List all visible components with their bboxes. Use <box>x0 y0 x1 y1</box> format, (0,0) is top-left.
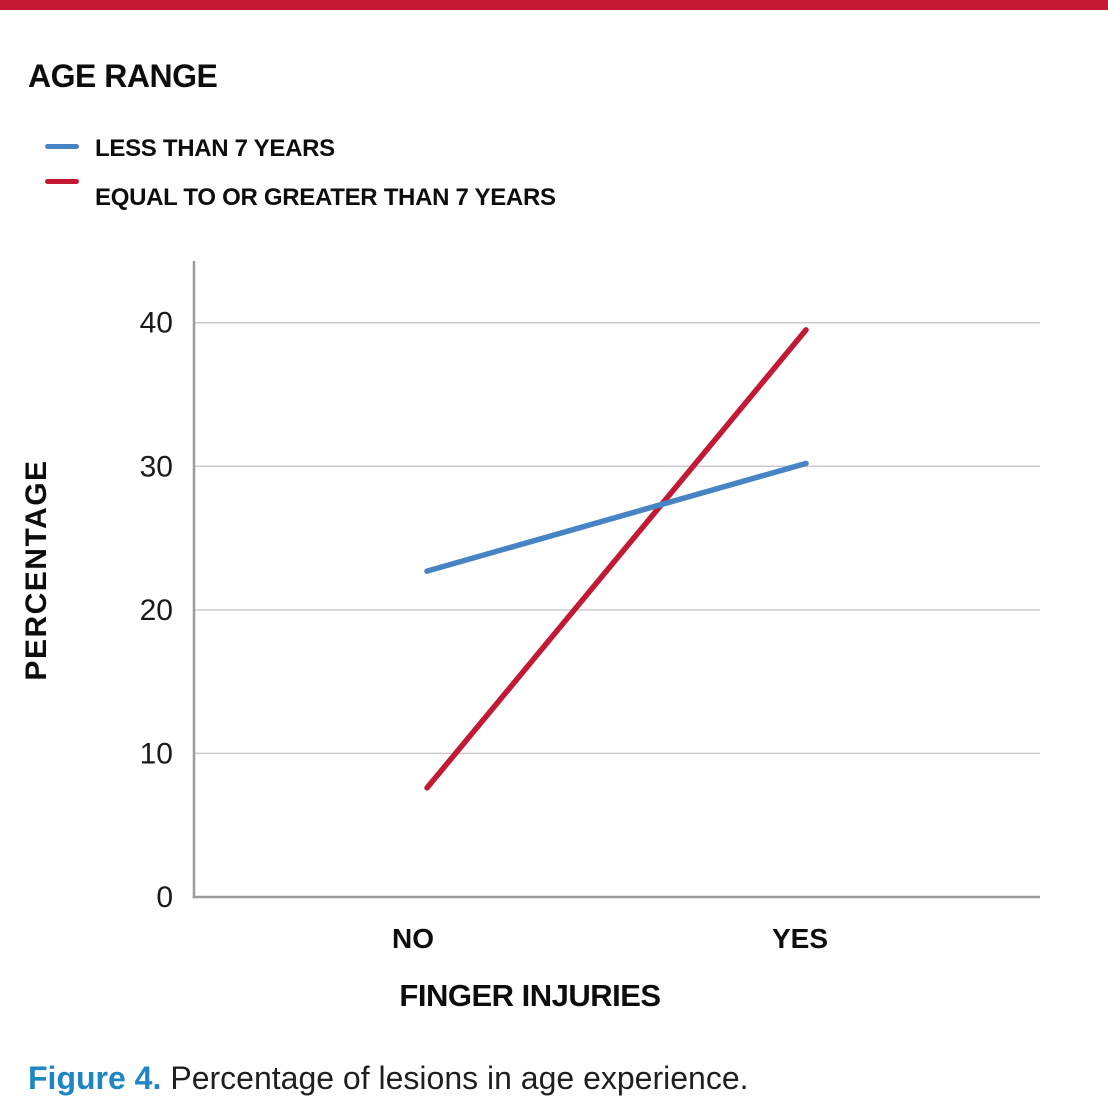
x-category-label: NO <box>392 923 434 954</box>
series-line-less-than-7-years <box>424 460 809 574</box>
top-accent-bar <box>0 0 1108 10</box>
caption-figure-label: Figure 4. <box>28 1060 162 1096</box>
caption-text: Percentage of lesions in age experience. <box>170 1060 749 1096</box>
legend-swatch-gte-7-years <box>45 179 79 184</box>
y-tick-label: 0 <box>156 881 173 914</box>
y-axis-title: PERCENTAGE <box>20 459 53 680</box>
y-tick-label: 30 <box>140 450 173 483</box>
legend-swatch-less-than-7-years <box>45 144 79 149</box>
legend-item-label: LESS THAN 7 YEARS <box>95 135 335 162</box>
series-line-equal-to-or-greater-than-7-years <box>424 327 809 791</box>
y-tick-label: 40 <box>140 307 173 340</box>
x-axis-title: FINGER INJURIES <box>399 978 660 1013</box>
legend-title: AGE RANGE <box>28 58 218 94</box>
y-tick-label: 10 <box>140 737 173 770</box>
y-tick-label: 20 <box>140 594 173 627</box>
legend-item-label: EQUAL TO OR GREATER THAN 7 YEARS <box>95 184 556 211</box>
x-category-label: YES <box>772 923 828 954</box>
figure-caption: Figure 4. Percentage of lesions in age ex… <box>28 1060 749 1097</box>
